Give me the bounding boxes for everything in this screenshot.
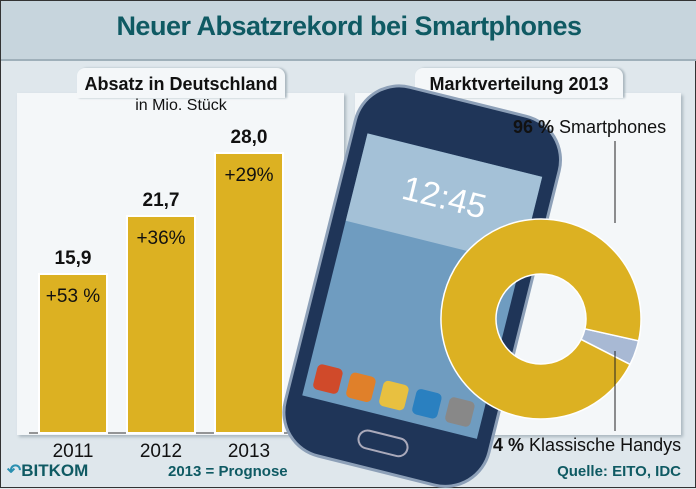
app-icon <box>313 364 343 394</box>
year-label-2013: 2013 <box>228 441 270 462</box>
bar-chart-title: Absatz in Deutschland <box>84 74 278 94</box>
bitkom-logo: ↶BITKOM <box>7 461 89 480</box>
value-label-2012: 21,7 <box>143 190 180 211</box>
bar-2011 <box>38 273 108 434</box>
year-label-2011: 2011 <box>53 441 94 462</box>
phone-image: 12:45 <box>282 84 563 488</box>
pie-panel-tab: Marktverteilung 2013 <box>415 68 623 98</box>
value-label-2011: 15,9 <box>55 248 92 269</box>
slice-smartphones <box>440 218 642 420</box>
pie-chart-title: Marktverteilung 2013 <box>429 74 609 94</box>
label-smartphones: 96 % Smartphones <box>513 117 667 137</box>
bar-2013 <box>214 152 284 434</box>
bar-chart-subtitle: in Mio. Stück <box>135 97 227 114</box>
app-icon <box>346 372 376 403</box>
value-label-2013: 28,0 <box>231 127 268 148</box>
chart-title: Neuer Absatzrekord bei Smartphones <box>116 11 582 41</box>
app-icon <box>379 380 409 411</box>
app-icon <box>412 389 442 419</box>
phone-home-button <box>357 429 409 458</box>
forecast-note: 2013 = Prognose <box>168 463 288 480</box>
app-icon <box>445 397 475 427</box>
growth-label-2012: +36% <box>136 228 185 249</box>
bar-panel-tab: Absatz in Deutschland <box>77 68 285 98</box>
bar-2012 <box>126 215 196 434</box>
label-klassische-handys: 4 % Klassische Handys <box>493 435 682 455</box>
growth-label-2011: +53 % <box>46 286 101 307</box>
source-note: Quelle: EITO, IDC <box>557 463 681 480</box>
title-bar: Neuer Absatzrekord bei Smartphones <box>1 1 696 61</box>
growth-label-2013: +29% <box>224 165 273 186</box>
year-label-2012: 2012 <box>140 441 182 462</box>
